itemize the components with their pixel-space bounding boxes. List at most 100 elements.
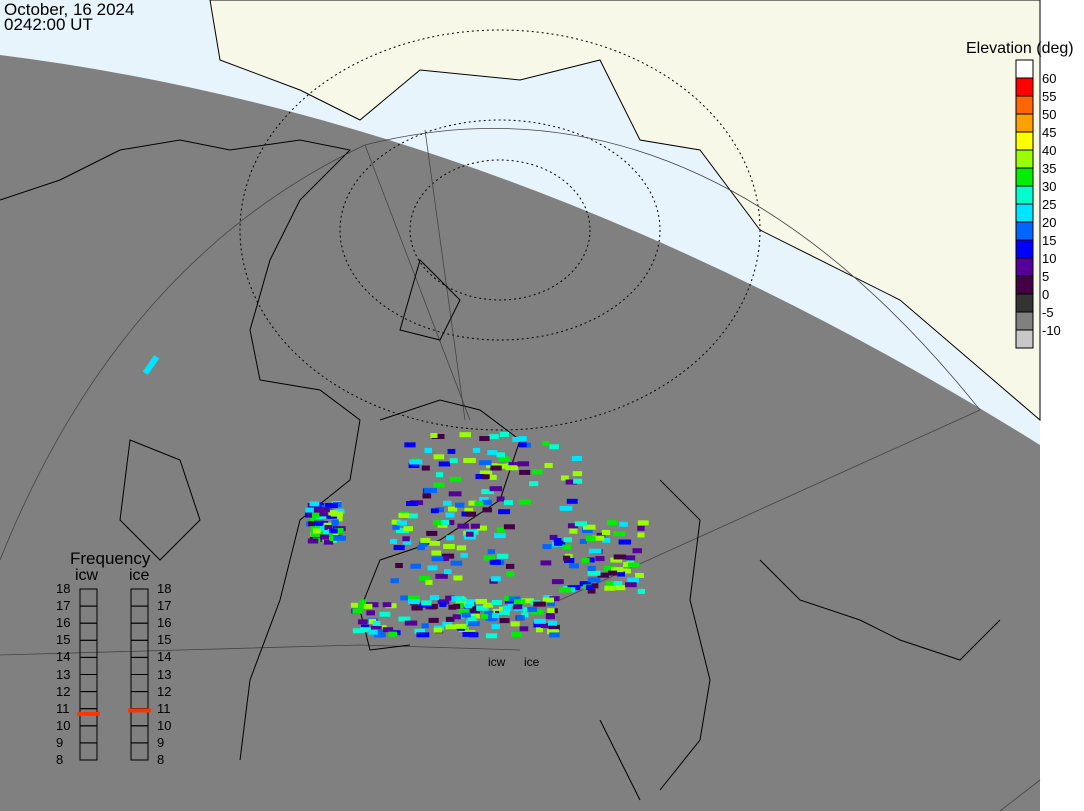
echo-cell	[607, 570, 618, 576]
echo-cell	[508, 462, 520, 468]
frequency-tick-left: 15	[56, 632, 71, 648]
echo-cell	[637, 532, 645, 538]
echo-cell	[445, 616, 455, 622]
echo-cell	[370, 625, 382, 631]
echo-cell	[637, 520, 649, 526]
echo-cell	[496, 452, 506, 458]
frequency-cell	[79, 742, 98, 761]
echo-cell	[431, 556, 444, 562]
frequency-tick-right: 14	[157, 649, 172, 665]
echo-cell	[448, 506, 458, 512]
echo-cell	[408, 462, 420, 468]
echo-cell	[416, 632, 430, 638]
echo-cell	[496, 527, 506, 533]
echo-cell	[637, 588, 646, 594]
echo-cell	[510, 621, 520, 627]
echo-cell	[328, 510, 338, 516]
echo-cell	[572, 471, 583, 477]
echo-cell	[427, 565, 438, 571]
colorbar-tick-label: 40	[1042, 143, 1057, 158]
echo-cell	[588, 548, 602, 554]
echo-cell	[445, 624, 457, 630]
echo-cell	[443, 569, 452, 575]
echo-cell	[333, 527, 344, 533]
frequency-tick-right: 9	[157, 734, 165, 750]
echo-cell	[601, 529, 611, 535]
echo-cell	[613, 585, 626, 591]
colorbar-cell	[1015, 149, 1034, 169]
echo-cell	[460, 552, 468, 558]
echo-cell	[454, 502, 465, 508]
echo-cell	[357, 619, 368, 625]
echo-cell	[459, 432, 471, 438]
colorbar-tick-label: -10	[1042, 323, 1061, 338]
echo-cell	[407, 513, 418, 519]
echo-cell	[445, 520, 455, 526]
echo-cell	[597, 572, 609, 578]
echo-cell	[379, 611, 391, 617]
echo-cell	[433, 454, 445, 460]
echo-cell	[518, 499, 531, 505]
echo-cell	[308, 521, 316, 527]
echo-cell	[503, 524, 515, 530]
echo-cell	[391, 519, 401, 525]
colorbar-cell	[1015, 293, 1034, 313]
echo-cell	[478, 497, 489, 503]
echo-cell	[453, 575, 463, 581]
echo-cell	[316, 511, 328, 517]
echo-cell	[433, 520, 442, 526]
colorbar-tick-label: 35	[1042, 161, 1057, 176]
echo-cell	[437, 522, 448, 528]
echo-cell	[574, 521, 587, 527]
echo-cell	[358, 603, 369, 609]
echo-cell	[480, 613, 488, 619]
echo-cell	[429, 595, 440, 601]
echo-cell	[421, 600, 432, 606]
echo-cell	[521, 612, 529, 618]
echo-cell	[320, 534, 330, 540]
echo-cell	[431, 550, 442, 556]
colorbar-tick-label: 30	[1042, 179, 1057, 194]
echo-cell	[366, 610, 375, 616]
frequency-tick-right: 18	[157, 581, 172, 596]
frequency-tick-right: 17	[157, 598, 172, 614]
echo-cell	[511, 631, 522, 637]
echo-cell	[479, 436, 490, 442]
echo-cell	[485, 633, 498, 639]
echo-cell	[563, 537, 573, 543]
echo-cell	[396, 528, 409, 534]
echo-cell	[553, 538, 562, 544]
frequency-tick-right: 15	[157, 632, 172, 648]
echo-cell	[400, 595, 413, 601]
echo-cell	[479, 460, 492, 466]
echo-cell	[579, 538, 587, 544]
latitude-grid-day	[239, 29, 761, 431]
echo-cell	[499, 431, 509, 437]
echo-cell	[324, 524, 332, 530]
echo-cell	[505, 465, 519, 471]
colorbar-cell	[1015, 113, 1034, 133]
echo-cell	[448, 604, 457, 610]
echo-cell	[483, 602, 494, 608]
echo-cell	[527, 607, 538, 613]
echo-cell	[483, 555, 495, 561]
echo-cell	[554, 540, 566, 546]
echo-cell	[602, 537, 611, 543]
echo-cell	[531, 469, 543, 475]
echo-cell	[420, 537, 431, 543]
echo-cell	[618, 539, 632, 545]
colorbar-cell	[1015, 329, 1034, 349]
echo-cell	[611, 567, 624, 573]
echo-cell	[587, 588, 596, 594]
echo-cell	[464, 507, 474, 513]
echo-cell	[314, 520, 324, 526]
echo-cell	[547, 608, 555, 614]
colorbar-cell	[1015, 203, 1034, 223]
echo-cell	[312, 528, 321, 534]
echo-cell	[466, 531, 474, 537]
echo-cell	[443, 543, 455, 549]
echo-cell	[490, 465, 502, 471]
echo-cell	[489, 486, 503, 492]
echo-cell	[458, 608, 470, 614]
echo-cell	[463, 534, 477, 540]
